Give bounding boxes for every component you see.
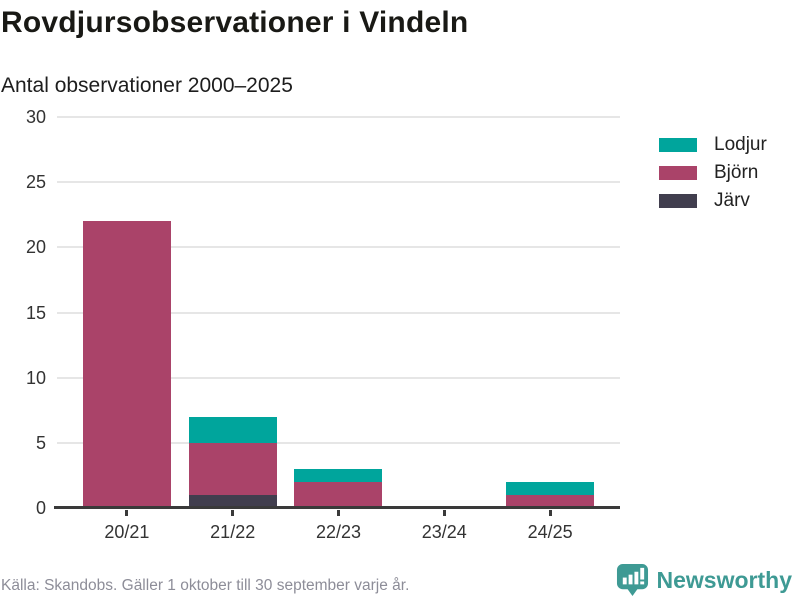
bar-segment-lodjur [188,416,277,443]
x-tick-label: 23/24 [421,522,467,542]
bar-stack [188,416,277,508]
bar-segment-järv [188,494,277,508]
x-cell: 22/23 [286,510,392,543]
bar-segment-björn [82,221,171,508]
y-tick-label-10: 10 [25,367,46,388]
x-cell: 21/22 [180,510,286,543]
x-tick-label: 20/21 [104,522,150,542]
legend-item-björn: Björn [659,162,767,183]
legend-swatch [659,193,697,208]
legend-swatch [659,137,697,152]
x-tick [336,510,340,516]
legend-label: Björn [714,162,759,183]
legend: Lodjur Björn Järv [659,134,767,211]
x-tick-label: 22/23 [315,522,362,542]
gridline-15 [57,311,620,314]
x-tick-label: 21/22 [210,522,256,542]
x-tick [231,510,235,516]
x-cell: 23/24 [391,510,497,543]
y-axis: 0 5 10 15 20 25 30 [0,108,46,517]
gridline-20 [57,246,620,249]
bar-segment-björn [506,494,595,508]
legend-label: Lodjur [714,134,767,155]
x-tick-label: 24/25 [527,522,573,542]
x-cell: 20/21 [74,510,180,543]
y-tick-label-30: 30 [25,107,46,127]
x-tick [125,510,129,516]
source-note: Källa: Skandobs. Gäller 1 oktober till 3… [1,577,410,594]
chart-subtitle: Antal observationer 2000–2025 [1,74,293,97]
x-tick [442,510,446,516]
legend-swatch [659,165,697,180]
newsworthy-logo-icon [616,563,648,597]
x-axis: 20/21 21/22 22/23 23/24 24/25 [57,510,620,543]
y-tick-label-5: 5 [35,432,46,453]
bar-20-21 [74,117,180,508]
bar-segment-björn [188,442,277,495]
x-tick [548,510,552,516]
brand-name: Newsworthy [656,566,792,593]
bar-segment-lodjur [294,468,383,482]
y-tick-label-15: 15 [25,302,46,323]
gridline-5 [57,441,620,444]
y-tick-label-20: 20 [25,237,46,258]
gridline-10 [57,376,620,379]
bar-segment-lodjur [506,481,595,495]
bars-container [57,117,620,508]
bar-23-24 [391,117,497,508]
bar-stack [506,481,595,508]
gridline-30 [57,116,620,118]
legend-label: Järv [714,190,750,211]
bar-segment-björn [294,481,383,508]
legend-item-lodjur: Lodjur [659,134,767,155]
bar-stack [294,468,383,508]
bar-stack [82,221,171,508]
bar-24-25 [497,117,603,508]
bar-22-23 [286,117,392,508]
page-title: Rovdjursobservationer i Vindeln [1,6,469,39]
y-tick-label-25: 25 [25,172,46,193]
y-tick-label-0: 0 [35,498,46,518]
x-axis-line [54,506,620,509]
gridline-25 [57,181,620,184]
x-cell: 24/25 [497,510,603,543]
plot-area [54,116,620,509]
brand: Newsworthy [616,563,792,597]
legend-item-järv: Järv [659,190,767,211]
bar-21-22 [180,117,286,508]
